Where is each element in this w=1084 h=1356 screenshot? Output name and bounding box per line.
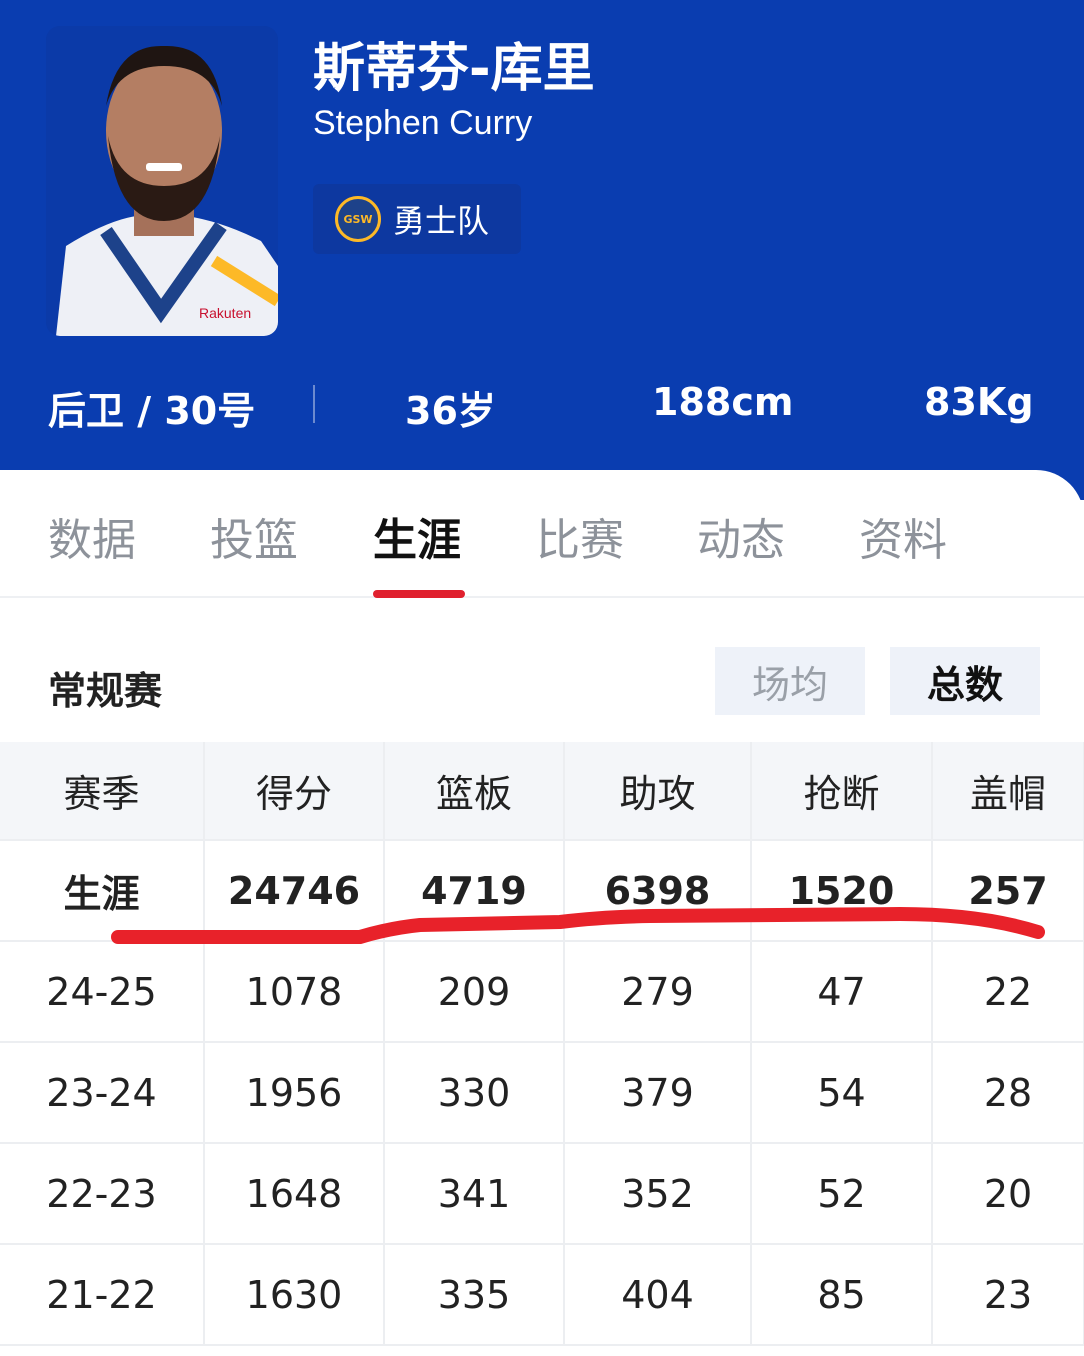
table-cell: 1078 [204, 941, 385, 1043]
table-row: 21-22 1630 335 404 85 23 [0, 1244, 1084, 1346]
player-name-en: Stephen Curry [313, 104, 533, 142]
table-cell: 279 [564, 941, 752, 1043]
table-header: 赛季 得分 篮板 助攻 抢断 盖帽 [0, 742, 1084, 841]
table-cell: 1956 [204, 1042, 385, 1144]
age: 36岁 [405, 389, 496, 433]
table-cell: 22 [932, 941, 1084, 1043]
table-cell: 1630 [204, 1244, 385, 1346]
table-cell: 335 [384, 1244, 565, 1346]
tab-games[interactable]: 比赛 [536, 515, 624, 566]
table-cell: 23-24 [0, 1042, 205, 1144]
tab-bar: 数据 投篮 生涯 比赛 动态 资料 [0, 470, 1084, 598]
table-cell: 24746 [204, 840, 385, 942]
weight: 83Kg [924, 380, 1034, 424]
table-cell: 341 [384, 1143, 565, 1245]
header-season[interactable]: 赛季 [0, 742, 205, 841]
jersey-sponsor: Rakuten [199, 305, 251, 321]
section-title: 常规赛 [48, 669, 163, 713]
tab-news[interactable]: 动态 [697, 515, 785, 566]
player-photo: Rakuten [46, 26, 278, 336]
table-cell: 85 [751, 1244, 933, 1346]
career-total-row: 生涯 24746 4719 6398 1520 257 [0, 840, 1084, 942]
header-points[interactable]: 得分 [204, 742, 385, 841]
divider [313, 385, 315, 423]
table-cell: 52 [751, 1143, 933, 1245]
player-name-cn: 斯蒂芬-库里 [313, 39, 595, 99]
content-sheet: 数据 投篮 生涯 比赛 动态 资料 常规赛 场均 总数 赛季 得分 篮板 助攻 … [0, 470, 1084, 1356]
tab-career[interactable]: 生涯 [373, 515, 461, 566]
player-header: Rakuten 斯蒂芬-库里 Stephen Curry GSW 勇士队 后卫 … [0, 0, 1084, 500]
table-cell: 24-25 [0, 941, 205, 1043]
table-cell: 21-22 [0, 1244, 205, 1346]
table-cell: 352 [564, 1143, 752, 1245]
height: 188cm [652, 380, 794, 424]
table-cell: 257 [932, 840, 1084, 942]
active-tab-indicator [373, 590, 465, 598]
team-name: 勇士队 [393, 202, 490, 240]
table-cell: 4719 [384, 840, 565, 942]
header-blocks[interactable]: 盖帽 [932, 742, 1084, 841]
header-steals[interactable]: 抢断 [751, 742, 933, 841]
career-stats-table: 赛季 得分 篮板 助攻 抢断 盖帽 生涯 24746 4719 6398 1520 257… [0, 742, 1084, 1346]
team-badge[interactable]: GSW 勇士队 [313, 184, 521, 254]
team-logo-icon: GSW [335, 196, 381, 242]
table-cell: 47 [751, 941, 933, 1043]
table-cell: 54 [751, 1042, 933, 1144]
table-cell: 22-23 [0, 1143, 205, 1245]
table-cell: 20 [932, 1143, 1084, 1245]
header-rebounds[interactable]: 篮板 [384, 742, 565, 841]
table-row: 22-23 1648 341 352 52 20 [0, 1143, 1084, 1245]
table-cell: 1520 [751, 840, 933, 942]
table-row: 24-25 1078 209 279 47 22 [0, 941, 1084, 1043]
tab-shooting[interactable]: 投篮 [210, 515, 298, 566]
table-cell: 404 [564, 1244, 752, 1346]
table-cell: 6398 [564, 840, 752, 942]
toggle-totals[interactable]: 总数 [890, 647, 1040, 715]
table-cell: 28 [932, 1042, 1084, 1144]
header-assists[interactable]: 助攻 [564, 742, 752, 841]
position-number: 后卫 / 30号 [48, 389, 256, 433]
tab-profile[interactable]: 资料 [859, 515, 947, 566]
table-cell: 23 [932, 1244, 1084, 1346]
table-cell: 生涯 [0, 840, 205, 942]
table-cell: 379 [564, 1042, 752, 1144]
table-cell: 209 [384, 941, 565, 1043]
tab-data[interactable]: 数据 [48, 515, 136, 566]
toggle-per-game[interactable]: 场均 [715, 647, 865, 715]
table-cell: 1648 [204, 1143, 385, 1245]
table-row: 23-24 1956 330 379 54 28 [0, 1042, 1084, 1144]
table-cell: 330 [384, 1042, 565, 1144]
